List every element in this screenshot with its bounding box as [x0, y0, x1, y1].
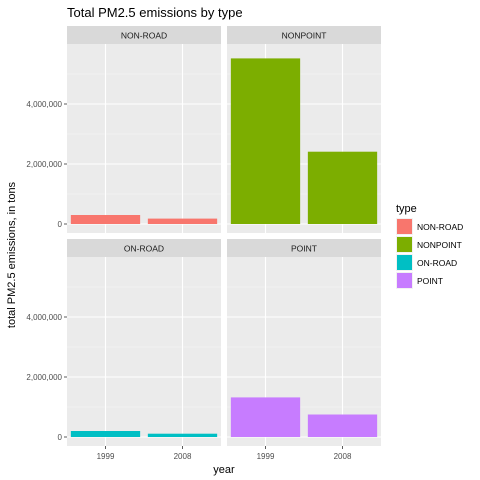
- panel-point: POINT 1999 2008: [227, 239, 381, 461]
- bar-on-road-2008: [147, 433, 218, 437]
- y-tick-label: 0: [58, 433, 63, 442]
- strip-label-nonpoint: NONPOINT: [282, 31, 327, 41]
- legend: NON-ROAD NONPOINT ON-ROAD POINT: [396, 218, 463, 289]
- x-axis-title: year: [213, 464, 235, 476]
- x-tick-label: 1999: [97, 452, 115, 461]
- panel-background: [67, 257, 221, 446]
- bar-non-road-2008: [147, 218, 218, 224]
- y-tick-label: 2,000,000: [26, 160, 62, 169]
- strip-nonpoint: [227, 26, 381, 44]
- legend-swatch-nonpoint: [397, 237, 412, 252]
- strip-label-point: POINT: [291, 244, 317, 254]
- strip-point: [227, 239, 381, 257]
- chart-title: Total PM2.5 emissions by type: [67, 5, 243, 20]
- x-tick-label: 2008: [334, 452, 352, 461]
- strip-on-road: [67, 239, 221, 257]
- legend-swatch-point: [397, 273, 412, 288]
- bar-point-2008: [307, 414, 378, 437]
- legend-label-point: POINT: [417, 276, 443, 286]
- bar-point-1999: [230, 397, 301, 437]
- x-tick-label: 2008: [174, 452, 192, 461]
- legend-title: type: [396, 203, 417, 215]
- legend-label-non-road: NON-ROAD: [417, 222, 463, 232]
- bar-nonpoint-2008: [307, 151, 378, 224]
- y-tick-label: 2,000,000: [26, 373, 62, 382]
- legend-swatch-on-road: [397, 255, 412, 270]
- panel-on-road: ON-ROAD 0 2,000,000 4,000,000 1999 2008: [26, 239, 221, 461]
- y-tick-label: 4,000,000: [26, 100, 62, 109]
- x-tick-label: 1999: [257, 452, 275, 461]
- legend-swatch-non-road: [397, 219, 412, 234]
- panel-nonpoint: NONPOINT: [227, 26, 381, 233]
- bar-nonpoint-1999: [230, 58, 301, 225]
- y-axis-title: total PM2.5 emissions, in tons: [6, 181, 18, 328]
- panel-non-road: NON-ROAD 0 2,000,000 4,000,000: [26, 26, 221, 233]
- facet-panels: NON-ROAD 0 2,000,000 4,000,000 NONPOINT ON-RO…: [26, 26, 381, 461]
- legend-label-on-road: ON-ROAD: [417, 258, 457, 268]
- strip-label-on-road: ON-ROAD: [124, 244, 164, 254]
- y-tick-label: 0: [58, 220, 63, 229]
- bar-non-road-1999: [70, 215, 141, 224]
- strip-non-road: [67, 26, 221, 44]
- y-tick-label: 4,000,000: [26, 313, 62, 322]
- strip-label-non-road: NON-ROAD: [121, 31, 167, 41]
- bar-on-road-1999: [70, 431, 141, 437]
- panel-background: [67, 44, 221, 233]
- legend-label-nonpoint: NONPOINT: [417, 240, 462, 250]
